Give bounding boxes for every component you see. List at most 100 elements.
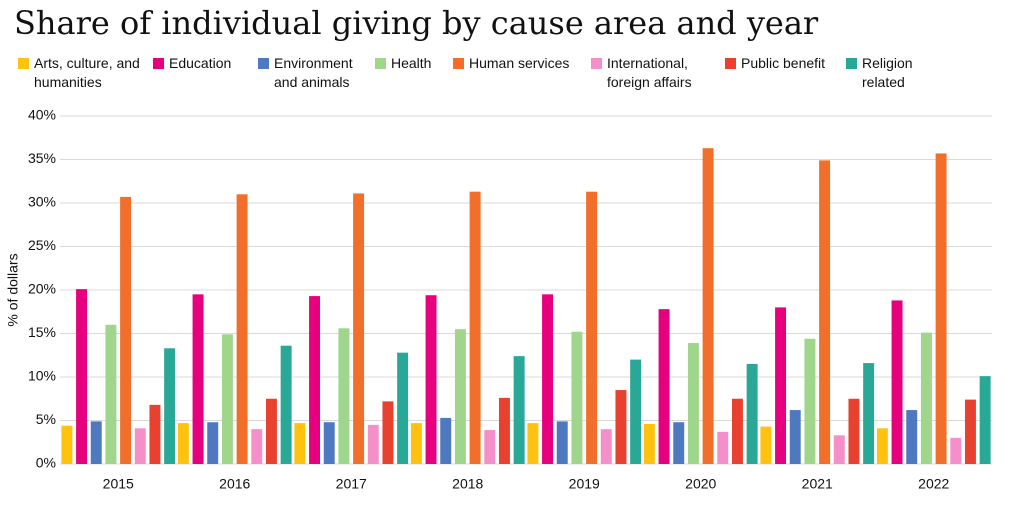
bar [586, 191, 598, 464]
bar [630, 359, 642, 464]
bar [848, 398, 860, 464]
x-tick-label: 2020 [685, 476, 716, 492]
bar [469, 191, 481, 464]
legend-item: Human services [453, 54, 609, 73]
bar [760, 426, 772, 464]
bar [221, 334, 233, 464]
bar [687, 343, 699, 464]
bar [615, 390, 627, 464]
bar [323, 422, 335, 464]
legend-label: Environment and animals [274, 55, 353, 90]
legend-label: Education [169, 55, 232, 71]
y-tick-label: 40% [28, 107, 56, 123]
y-tick-label: 35% [28, 150, 56, 166]
bar [746, 363, 758, 464]
legend-swatch [375, 58, 386, 69]
bar [309, 296, 321, 464]
bar [804, 338, 816, 464]
bar [717, 431, 729, 464]
legend-item: International, foreign affairs [591, 54, 717, 92]
bar [702, 148, 714, 464]
bar [484, 430, 496, 464]
bar [61, 425, 73, 464]
legend-label: Religion related [862, 55, 913, 90]
y-tick-label: 25% [28, 237, 56, 253]
y-tick-label: 5% [36, 411, 56, 427]
bar [542, 294, 554, 464]
legend-label: Health [391, 55, 432, 71]
bar [251, 429, 263, 464]
legend-swatch [153, 58, 164, 69]
y-tick-label: 30% [28, 194, 56, 210]
x-tick-label: 2015 [103, 476, 134, 492]
legend-item: Health [375, 54, 461, 73]
bar [731, 398, 743, 464]
bar [527, 423, 539, 464]
bar [935, 153, 947, 464]
x-tick-label: 2017 [336, 476, 367, 492]
bar [149, 404, 161, 464]
legend-swatch [258, 58, 269, 69]
bar [513, 356, 525, 464]
bar [876, 428, 888, 464]
y-tick-label: 10% [28, 368, 56, 384]
bar [367, 424, 379, 464]
bar [964, 399, 976, 464]
legend-item: Environment and animals [258, 54, 374, 92]
bar [353, 193, 365, 464]
bar [76, 289, 88, 464]
bar [950, 437, 962, 464]
bar [134, 428, 146, 464]
bar [90, 421, 102, 464]
bar [643, 423, 655, 464]
bar [658, 309, 670, 464]
bar [280, 345, 292, 464]
bar [863, 363, 875, 464]
bar [920, 332, 932, 464]
bar [673, 422, 685, 464]
bar [192, 294, 204, 464]
legend-label: Public benefit [741, 55, 826, 71]
bar [177, 423, 189, 464]
bar [120, 196, 132, 464]
bar [265, 398, 277, 464]
bar [979, 376, 991, 464]
bar [425, 295, 437, 464]
bar [819, 160, 831, 464]
legend-item: Public benefit [725, 54, 861, 73]
bar [789, 410, 801, 464]
bar [498, 397, 510, 464]
bar [906, 410, 918, 464]
legend-swatch [846, 58, 857, 69]
bar [556, 421, 568, 464]
bar [338, 328, 350, 464]
x-tick-label: 2022 [918, 476, 949, 492]
legend-swatch [725, 58, 736, 69]
bar [164, 348, 176, 464]
y-tick-label: 0% [36, 455, 56, 471]
legend-swatch [18, 58, 29, 69]
x-tick-label: 2018 [452, 476, 483, 492]
legend-label: Human services [469, 55, 570, 71]
bar [236, 194, 248, 465]
legend-item: Religion related [846, 54, 942, 92]
bar [454, 329, 466, 464]
legend-item: Arts, culture, and humanities [18, 54, 144, 92]
y-tick-label: 15% [28, 324, 56, 340]
legend-item: Education [153, 54, 269, 73]
legend-label: Arts, culture, and humanities [34, 55, 140, 90]
chart-title: Share of individual giving by cause area… [14, 4, 819, 42]
bar [775, 307, 787, 464]
x-tick-label: 2019 [569, 476, 600, 492]
bar [571, 331, 583, 464]
legend-swatch [591, 58, 602, 69]
bar [105, 324, 117, 464]
bar [382, 401, 394, 464]
bar [294, 423, 306, 464]
bar [891, 300, 903, 464]
x-tick-label: 2021 [802, 476, 833, 492]
x-tick-label: 2016 [219, 476, 250, 492]
bar [440, 417, 452, 464]
